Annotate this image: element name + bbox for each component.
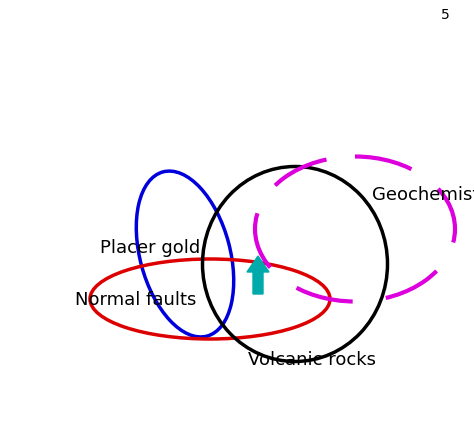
Text: Geochemistry: Geochemistry xyxy=(372,186,474,203)
Text: Normal faults: Normal faults xyxy=(75,290,196,308)
Text: Placer gold: Placer gold xyxy=(100,239,200,256)
Text: 5: 5 xyxy=(441,8,449,22)
Text: Volcanic rocks: Volcanic rocks xyxy=(248,350,376,368)
FancyArrow shape xyxy=(247,256,269,294)
